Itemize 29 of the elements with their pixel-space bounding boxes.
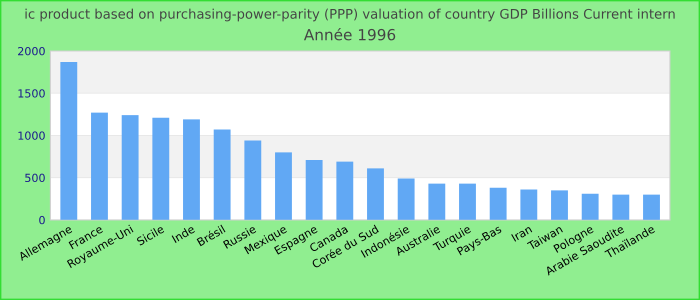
x-tick-label: Inde [171,224,196,244]
bar [551,190,568,220]
bar [428,184,446,220]
bar [367,168,384,220]
y-tick-label: 1000 [18,131,45,140]
y-tick-label: 2000 [18,46,45,56]
bar [490,188,507,220]
chart-subtitle: Année 1996 [304,28,396,40]
bar [520,190,538,220]
bar [183,119,200,220]
bar [643,194,660,220]
bar [122,115,139,220]
bar [60,62,78,220]
y-tick-label: 500 [25,174,45,182]
x-tick-label: Sicile [136,224,165,246]
bar [214,130,231,220]
bar [459,184,476,220]
bar [306,160,323,220]
bar [398,178,415,220]
y-tick-label: 0 [39,216,45,224]
bar [275,152,292,220]
y-tick-label: 1500 [18,89,45,98]
bar [336,162,354,220]
bar [152,118,170,220]
chart-title: ic product based on purchasing-power-parity (PPP) valuation of country GDP Billions Current intern [25,8,675,22]
bar [244,140,262,220]
bar [612,194,630,220]
bar [91,112,108,220]
bar [582,194,599,220]
